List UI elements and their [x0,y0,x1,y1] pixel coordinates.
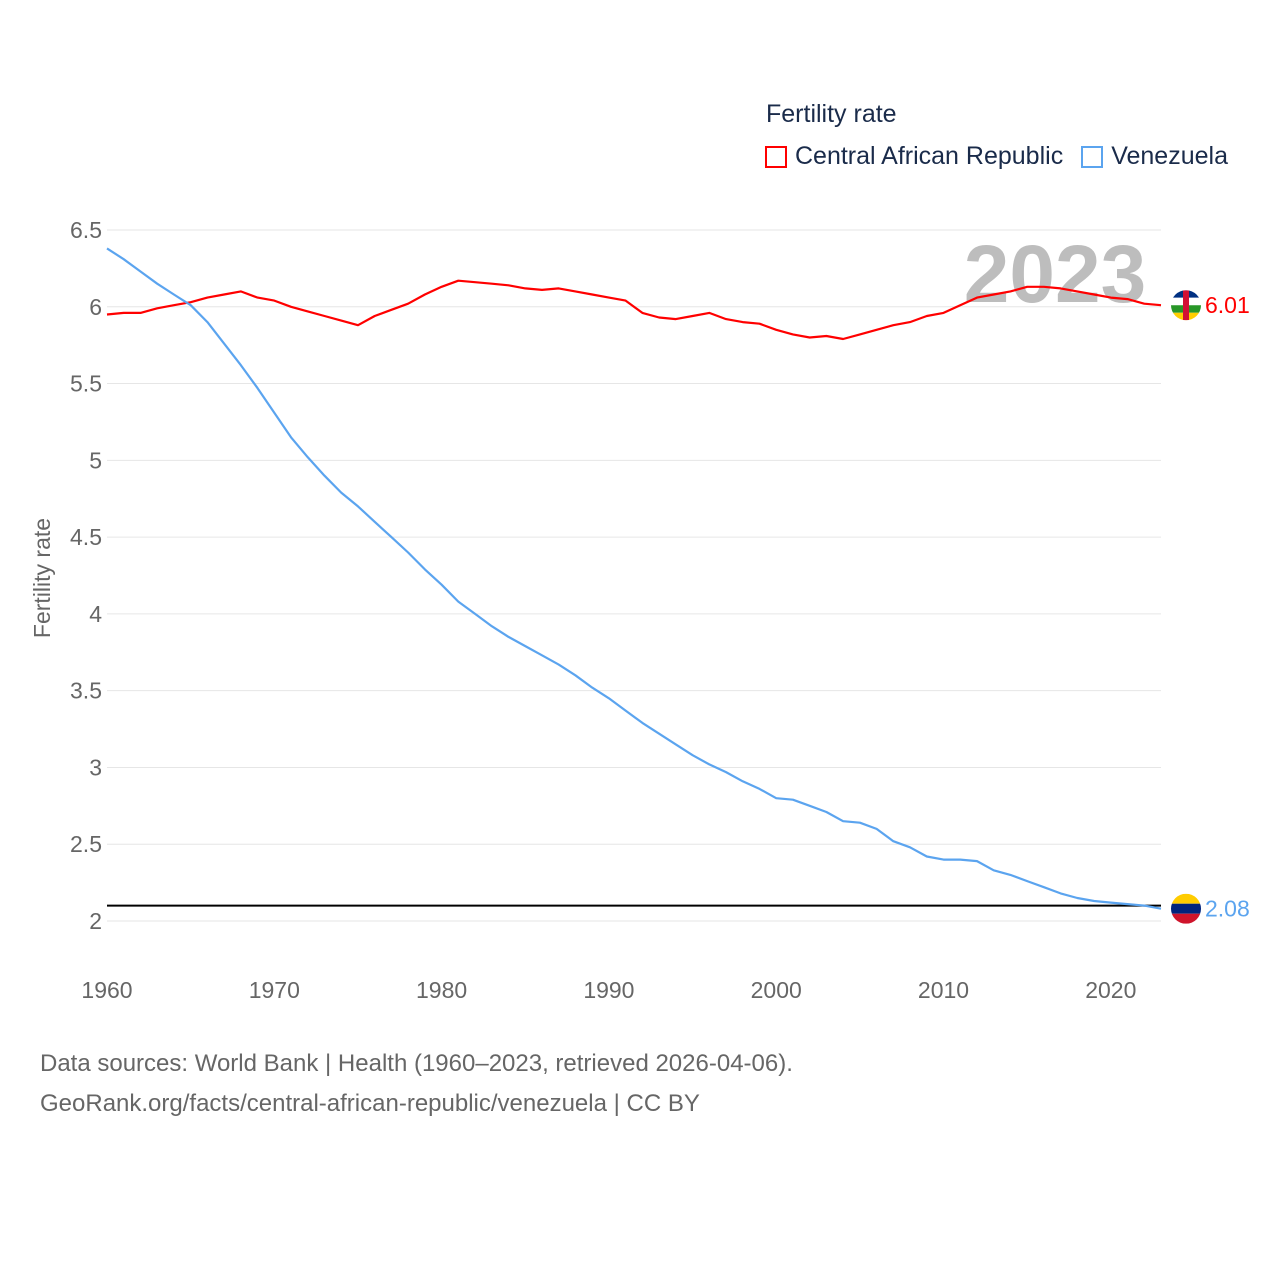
y-tick-label: 6.5 [70,217,102,243]
legend-label: Central African Republic [795,142,1064,170]
x-tick-label: 1960 [81,977,132,1003]
y-tick-label: 2 [89,908,102,934]
x-tick-label: 2020 [1085,977,1136,1003]
legend-swatch [1081,145,1104,168]
legend-swatch [765,145,787,168]
y-tick-label: 2.5 [70,831,102,857]
legend-item-central-african-republic[interactable]: Central African Republic [765,142,1063,171]
y-tick-label: 3 [89,754,102,780]
x-tick-label: 2000 [751,977,802,1003]
legend-title: Fertility rate [766,100,897,128]
year-label: 2023 [964,229,1146,320]
x-tick-label: 1990 [583,977,634,1003]
end-value-label: 6.01 [1205,292,1250,318]
y-tick-label: 6 [89,294,102,320]
data-source-text: Data sources: World Bank | Health (1960–… [40,1050,793,1077]
y-tick-label: 3.5 [70,678,102,704]
end-value-label: 2.08 [1205,896,1250,922]
series-line-central-african-republic [106,279,1162,341]
legend-label: Venezuela [1111,142,1228,170]
y-tick-label: 4.5 [70,524,102,550]
attribution-link[interactable]: GeoRank.org/facts/central-african-republ… [40,1090,700,1117]
footer: Data sources: World Bank | Health (1960–… [40,1044,793,1124]
x-tick-label: 1970 [249,977,300,1003]
y-tick-label: 5 [89,447,102,473]
y-tick-label: 5.5 [70,371,102,397]
y-tick-label: 4 [89,601,102,627]
y-axis-title: Fertility rate [29,518,55,638]
central-african-republic-flag-icon [1171,290,1201,321]
x-tick-label: 2010 [918,977,969,1003]
legend: Central African Republic Venezuela [765,142,1246,171]
venezuela-flag-icon [1171,893,1201,924]
x-tick-label: 1980 [416,977,467,1003]
series-line-venezuela [106,247,1162,910]
legend-item-venezuela[interactable]: Venezuela [1081,142,1228,171]
